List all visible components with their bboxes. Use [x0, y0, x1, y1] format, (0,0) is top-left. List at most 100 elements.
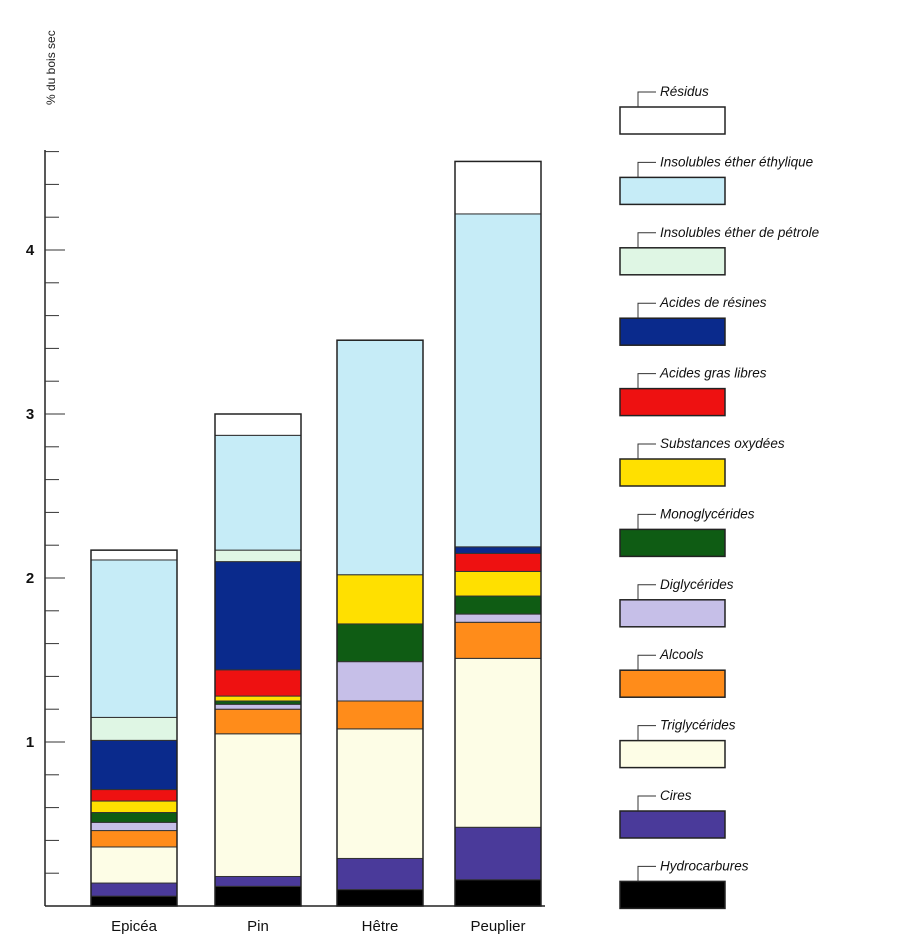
bar-segment [90, 882, 178, 897]
bar-segment [90, 549, 178, 561]
bar-segment [214, 413, 302, 436]
legend-swatch [619, 669, 726, 698]
category-label: Pin [247, 918, 269, 935]
legend-label: Insolubles éther éthylique [660, 154, 813, 169]
bar-segment [90, 789, 178, 802]
bar-segment [336, 700, 424, 730]
y-tick-label: 1 [26, 734, 34, 751]
bar-segment [214, 733, 302, 877]
bar-segment [214, 549, 302, 563]
legend-item: Insolubles éther éthylique [619, 154, 813, 206]
category-labels: Epicéa Pin Hêtre Peuplier [111, 918, 525, 935]
bar-segment [454, 621, 542, 659]
bar-segment [90, 800, 178, 814]
legend-label: Acides gras libres [659, 366, 767, 381]
bar-outline [214, 413, 302, 907]
bars [90, 160, 542, 907]
legend-label: Hydrocarbures [660, 858, 749, 873]
legend-swatch [619, 599, 726, 628]
legend-item: Hydrocarbures [619, 858, 749, 910]
bar-segment [336, 661, 424, 702]
bar-segment [336, 857, 424, 891]
bar-segment [454, 879, 542, 907]
legend-leader [637, 373, 656, 389]
bar-segment [214, 695, 302, 702]
legend-item: Acides gras libres [619, 366, 767, 417]
legend-item: Cires [619, 788, 726, 839]
legend-leader [637, 654, 656, 671]
bar-segment [336, 728, 424, 859]
bar-stack [454, 160, 542, 907]
legend-item: Monoglycérides [619, 506, 755, 558]
legend-swatch [619, 176, 726, 206]
legend-label: Alcools [659, 647, 704, 662]
bar-segment [214, 669, 302, 697]
bar-segment [214, 434, 302, 551]
legend-label: Diglycérides [660, 577, 734, 592]
legend-swatch [619, 387, 726, 417]
legend-swatch [619, 739, 726, 769]
bar-stack [214, 413, 302, 907]
bar-segment [90, 716, 178, 741]
bar-outline [90, 549, 178, 907]
legend-label: Triglycérides [660, 718, 736, 733]
legend-swatch [619, 458, 726, 487]
legend-swatch [619, 247, 726, 276]
bar-stack [90, 549, 178, 907]
legend-leader [637, 302, 656, 319]
legend-label: Insolubles éther de pétrole [660, 225, 819, 240]
legend-label: Acides de résines [659, 295, 767, 310]
bar-segment [454, 160, 542, 215]
bar-segment [90, 830, 178, 848]
bar-segment [90, 821, 178, 832]
category-label: Epicéa [111, 918, 158, 935]
bar-segment [454, 570, 542, 597]
y-tick-label: 3 [26, 406, 34, 423]
bar-segment [336, 339, 424, 576]
bar-segment [336, 889, 424, 907]
legend-label: Cires [660, 788, 692, 803]
bar-segment [336, 574, 424, 625]
legend-leader [637, 865, 656, 882]
y-axis-title: % du bois sec [44, 30, 58, 105]
bar-segment [90, 812, 178, 823]
bar-segment [454, 552, 542, 572]
bar-outline [454, 160, 542, 907]
bar-segment [454, 546, 542, 554]
bar-stack [336, 339, 424, 907]
bar-segment [90, 559, 178, 718]
legend: Résidus Insolubles éther éthylique Insolub… [619, 84, 819, 910]
bar-segment [214, 561, 302, 671]
bar-segment [214, 885, 302, 907]
legend-leader [637, 443, 656, 459]
legend-item: Insolubles éther de pétrole [619, 225, 819, 276]
bar-segment [454, 595, 542, 615]
legend-leader [637, 161, 656, 178]
legend-leader [637, 513, 656, 530]
legend-item: Substances oxydées [619, 436, 785, 487]
legend-item: Diglycérides [619, 577, 734, 628]
category-label: Hêtre [362, 918, 399, 935]
bar-segment [454, 826, 542, 881]
legend-leader [637, 232, 656, 248]
legend-leader [637, 795, 656, 811]
bar-outline [336, 339, 424, 907]
bar-segment [90, 739, 178, 791]
y-tick-label: 4 [26, 242, 35, 259]
legend-label: Résidus [660, 84, 709, 99]
bar-segment [336, 623, 424, 663]
legend-swatch [619, 106, 726, 135]
legend-item: Alcools [619, 647, 726, 698]
y-tick-label: 2 [26, 570, 34, 587]
bar-segment [214, 875, 302, 887]
bar-segment [214, 708, 302, 735]
legend-label: Monoglycérides [660, 506, 755, 521]
bar-segment [454, 657, 542, 828]
legend-swatch [619, 810, 726, 839]
legend-swatch [619, 880, 726, 910]
bar-segment [214, 703, 302, 710]
bar-segment [90, 895, 178, 907]
legend-leader [637, 725, 656, 741]
bar-segment [454, 213, 542, 548]
